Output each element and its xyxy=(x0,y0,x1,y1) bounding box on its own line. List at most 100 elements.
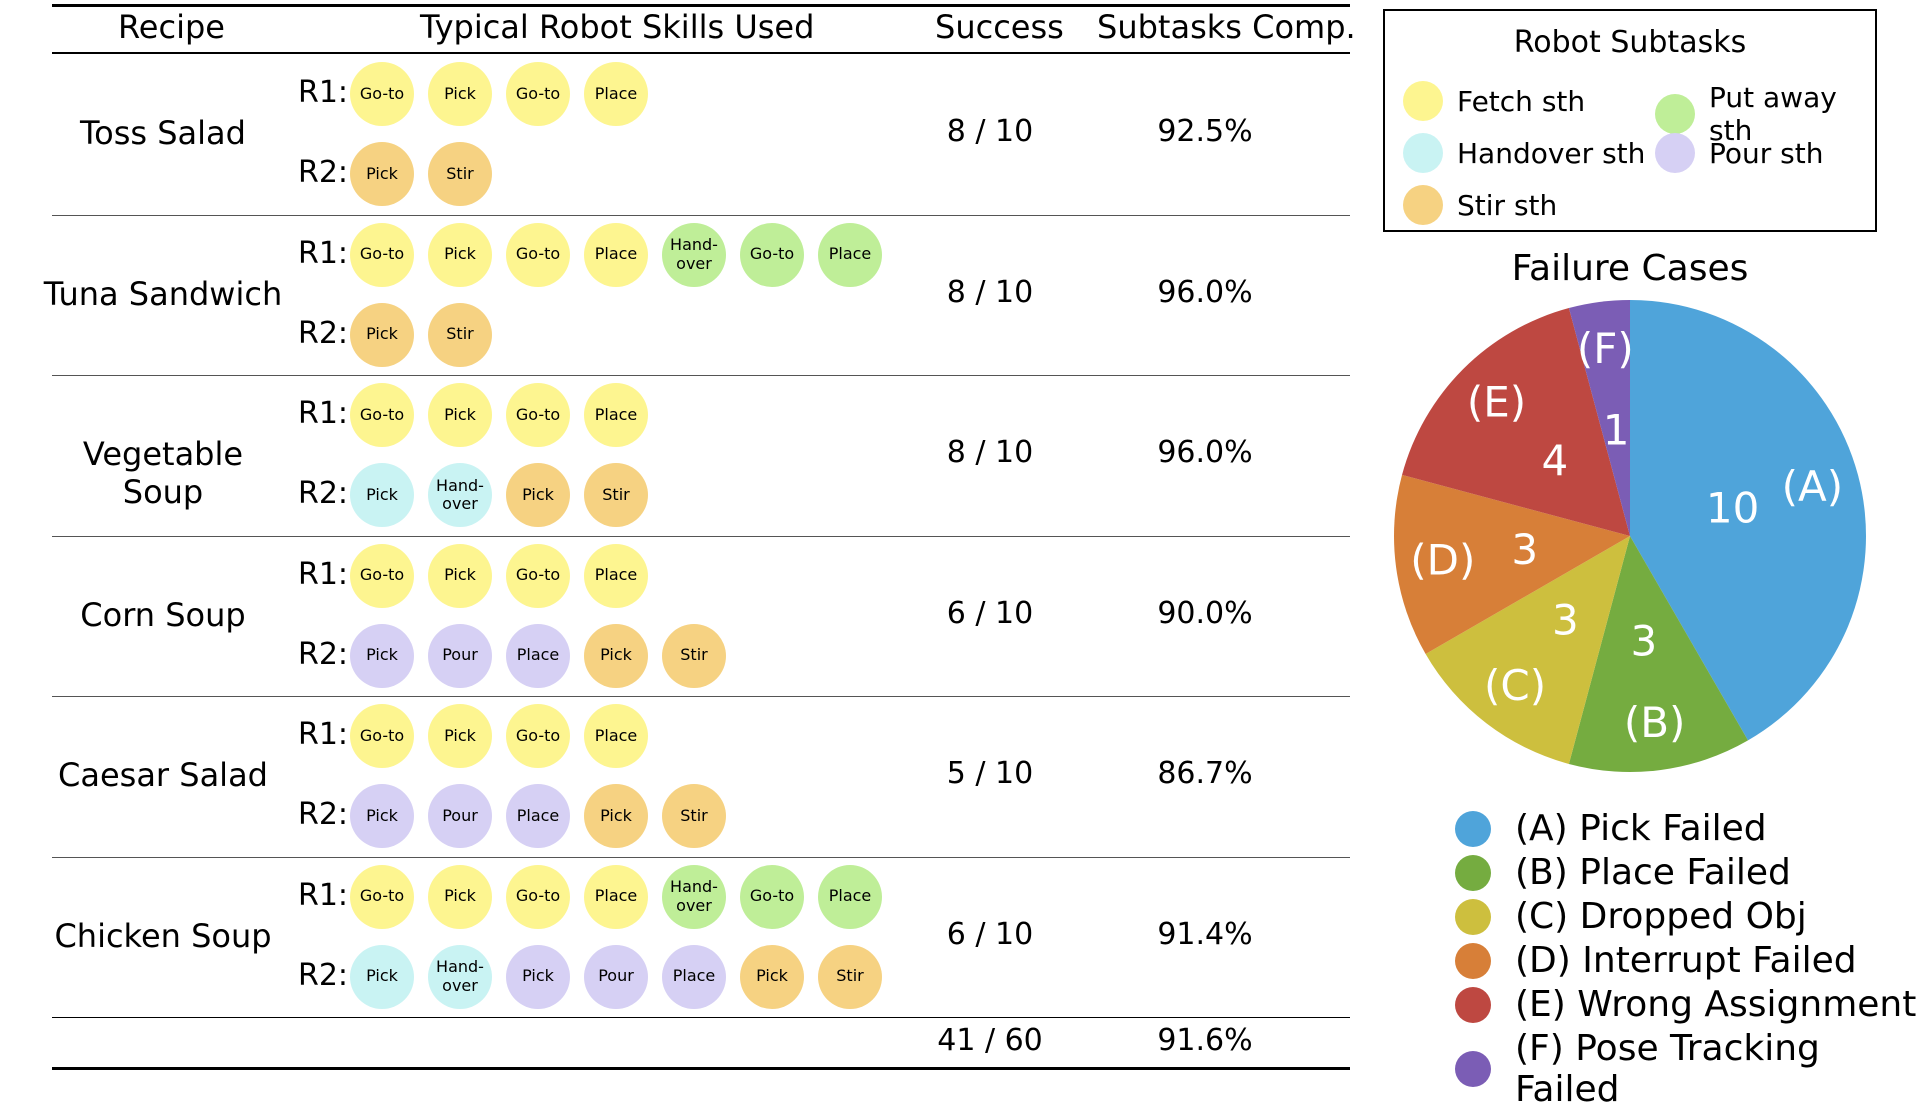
pie-value-label: 3 xyxy=(1552,595,1579,644)
skill-circle: Pick xyxy=(740,944,804,1009)
subtasks-value: 92.5% xyxy=(1157,114,1253,150)
pie-legend-swatch xyxy=(1455,1051,1491,1087)
header-success: Success xyxy=(935,8,1064,46)
pie-legend-item: (A) Pick Failed xyxy=(1455,808,1767,849)
pie-legend-item: (D) Interrupt Failed xyxy=(1455,940,1857,981)
pie-value-label: 3 xyxy=(1511,525,1538,574)
pie-slice-tag: (F) xyxy=(1577,324,1634,373)
skill-circle: Place xyxy=(506,784,570,848)
success-value: 8 / 10 xyxy=(946,274,1034,310)
pie-slice-tag: (D) xyxy=(1410,536,1475,585)
robot-1-label: R1: xyxy=(298,556,349,592)
pie-value-label: 4 xyxy=(1542,436,1569,485)
putaway-swatch xyxy=(1655,94,1695,134)
skill-circle: Place xyxy=(818,864,882,929)
pie-legend-item: (C) Dropped Obj xyxy=(1455,896,1807,937)
skill-circle: Pick xyxy=(584,784,648,848)
skill-circle: Place xyxy=(584,543,648,608)
skill-circle: Pick xyxy=(506,463,570,527)
skill-circle: Stir xyxy=(428,142,492,206)
skill-circle: Pick xyxy=(506,944,570,1009)
skill-circle: Go-to xyxy=(350,222,414,287)
skill-circle: Stir xyxy=(662,623,726,688)
skill-circle: Pick xyxy=(350,944,414,1009)
pie-slice-b xyxy=(1568,536,1748,772)
pie-legend-label: (B) Place Failed xyxy=(1515,852,1791,893)
skill-circle: Hand- over xyxy=(428,463,492,527)
robot-2-label: R2: xyxy=(298,957,349,993)
recipe-name: Vegetable Soup xyxy=(82,435,244,512)
skill-circle: Pour xyxy=(428,784,492,848)
skill-circle: Go-to xyxy=(740,222,804,287)
recipe-name: Chicken Soup xyxy=(54,916,272,955)
skill-circle: Pick xyxy=(428,543,492,608)
skill-circle: Pick xyxy=(428,704,492,768)
subtask-legend-title: Robot Subtasks xyxy=(1513,25,1747,60)
robot-1-label: R1: xyxy=(298,877,349,913)
success-value: 6 / 10 xyxy=(946,595,1034,631)
skill-circle: Pick xyxy=(428,62,492,126)
row-divider xyxy=(52,696,1350,697)
skill-circle: Hand- over xyxy=(428,944,492,1009)
success-value: 5 / 10 xyxy=(946,756,1034,792)
skill-circle: Hand- over xyxy=(662,864,726,929)
skill-circle: Go-to xyxy=(350,704,414,768)
row-divider xyxy=(52,535,1350,537)
pie-legend-item: (E) Wrong Assignment xyxy=(1455,984,1916,1025)
row-divider xyxy=(52,856,1350,858)
skill-circle: Place xyxy=(506,623,570,688)
subtask-legend: Robot Subtasks Fetch sth Put away sth Ha… xyxy=(1383,9,1877,232)
success-value: 8 / 10 xyxy=(946,435,1034,471)
skill-circle: Place xyxy=(584,383,648,447)
pie-legend-swatch xyxy=(1455,810,1491,847)
subtasks-value: 86.7% xyxy=(1157,756,1253,792)
skill-circle: Pick xyxy=(350,623,414,688)
pie-slice-f xyxy=(1568,300,1630,536)
header-skills: Typical Robot Skills Used xyxy=(420,8,815,46)
fetch-swatch xyxy=(1403,81,1443,121)
pie-legend-label: (D) Interrupt Failed xyxy=(1515,940,1857,981)
failure-pie-chart: 10 (A)3(B)3(C)3(D)4(E)1(F) xyxy=(1394,300,1866,772)
legend-item-fetch: Fetch sth xyxy=(1403,81,1585,121)
legend-label-handover: Handover sth xyxy=(1457,136,1646,170)
pie-value-label: 1 xyxy=(1603,406,1630,455)
pie-legend-swatch xyxy=(1455,986,1491,1023)
success-value: 6 / 10 xyxy=(946,916,1034,952)
legend-item-stir: Stir sth xyxy=(1403,185,1557,225)
legend-label-pour: Pour sth xyxy=(1709,136,1824,170)
skill-circle: Go-to xyxy=(506,543,570,608)
skill-circle: Stir xyxy=(428,302,492,367)
pie-title: Failure Cases xyxy=(1511,248,1749,289)
skill-circle: Go-to xyxy=(350,383,414,447)
robot-2-label: R2: xyxy=(298,315,349,351)
pie-legend-item: (F) Pose Tracking Failed xyxy=(1455,1028,1920,1110)
total-subtasks: 91.6% xyxy=(1157,1023,1253,1058)
legend-label-fetch: Fetch sth xyxy=(1457,84,1586,118)
legend-item-pour: Pour sth xyxy=(1655,133,1824,173)
pie-legend-label: (C) Dropped Obj xyxy=(1515,896,1807,937)
skill-circle: Go-to xyxy=(506,222,570,287)
skill-circle: Go-to xyxy=(506,704,570,768)
skill-circle: Place xyxy=(584,222,648,287)
pour-swatch xyxy=(1655,133,1695,173)
pie-legend-label: (E) Wrong Assignment xyxy=(1515,984,1917,1025)
subtasks-value: 90.0% xyxy=(1157,595,1253,631)
row-divider xyxy=(52,214,1350,216)
skill-circle: Pick xyxy=(350,142,414,206)
skill-circle: Go-to xyxy=(506,864,570,929)
row-divider xyxy=(52,375,1350,376)
recipe-name: Tuna Sandwich xyxy=(43,274,283,313)
skill-circle: Pick xyxy=(350,463,414,527)
skill-circle: Stir xyxy=(818,944,882,1009)
subtasks-value: 91.4% xyxy=(1157,916,1253,952)
skill-circle: Pick xyxy=(350,302,414,367)
robot-1-label: R1: xyxy=(298,717,349,752)
skill-circle: Go-to xyxy=(350,864,414,929)
legend-label-putaway: Put away sth xyxy=(1709,81,1837,147)
total-success: 41 / 60 xyxy=(937,1023,1043,1058)
skill-circle: Pour xyxy=(428,623,492,688)
pie-slice-a xyxy=(1630,300,1866,741)
skill-circle: Place xyxy=(584,864,648,929)
pie-value-label: 3 xyxy=(1630,616,1657,665)
legend-item-handover: Handover sth xyxy=(1403,133,1645,173)
